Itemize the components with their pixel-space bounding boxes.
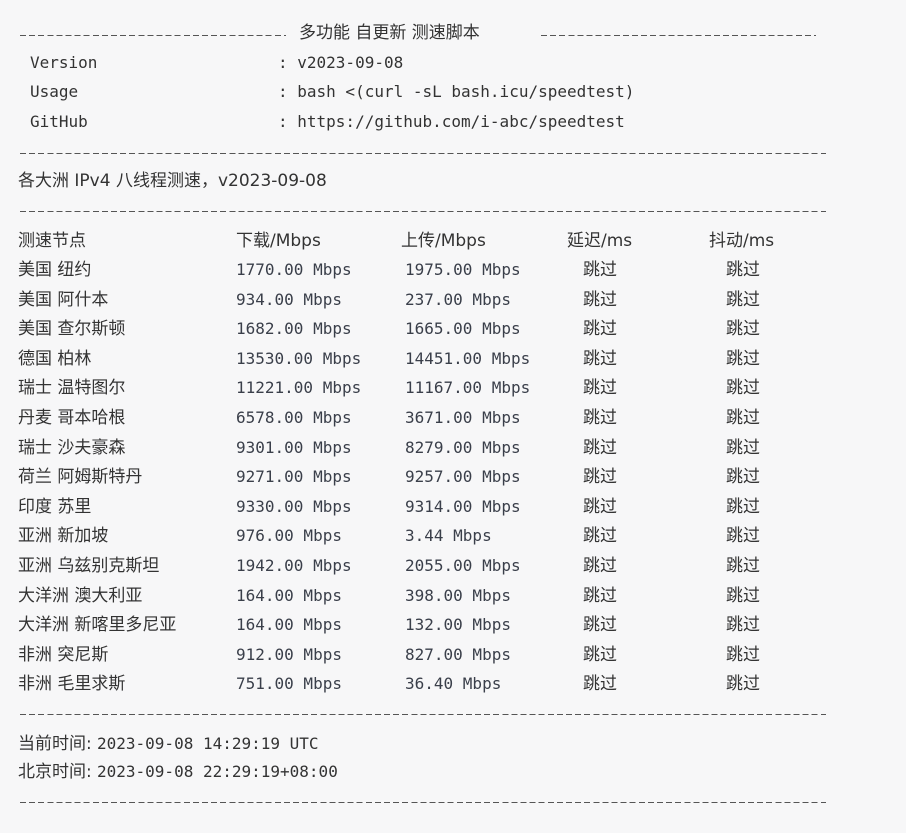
latency: 跳过 (583, 348, 617, 369)
upload-speed: 9257.00 Mbps (405, 467, 521, 487)
node-name: 印度 苏里 (18, 496, 92, 517)
upload-speed: 827.00 Mbps (405, 644, 511, 664)
test-subtitle: 各大洲 IPv4 八线程测速，v2023-09-08 (18, 171, 327, 191)
upload-speed: 237.00 Mbps (405, 289, 511, 309)
jitter: 跳过 (726, 378, 760, 399)
upload-speed: 11167.00 Mbps (405, 378, 531, 398)
jitter: 跳过 (726, 260, 760, 280)
jitter: 跳过 (726, 526, 760, 547)
download-speed: 9301.00 Mbps (236, 437, 352, 457)
upload-speed: 3671.00 Mbps (405, 408, 521, 427)
node-name: 美国 查尔斯顿 (18, 319, 126, 340)
download-speed: 912.00 Mbps (236, 644, 342, 664)
download-speed: 976.00 Mbps (236, 526, 342, 546)
latency: 跳过 (583, 408, 617, 428)
upload-speed: 3.44 Mbps (405, 526, 492, 546)
jitter: 跳过 (726, 496, 760, 517)
jitter: 跳过 (726, 674, 760, 695)
node-name: 亚洲 乌兹别克斯坦 (18, 556, 160, 576)
node-name: 大洋洲 澳大利亚 (18, 585, 143, 606)
jitter: 跳过 (726, 437, 760, 458)
node-name: 美国 纽约 (18, 260, 92, 280)
download-speed: 1682.00 Mbps (236, 319, 352, 339)
divider (20, 35, 286, 36)
download-speed: 11221.00 Mbps (236, 378, 362, 398)
divider (541, 35, 816, 36)
divider (20, 211, 826, 212)
current-time-value: 2023-09-08 14:29:19 UTC (97, 734, 319, 753)
script-title: 多功能 自更新 测速脚本 (299, 23, 480, 43)
node-name: 非洲 毛里求斯 (18, 674, 126, 695)
jitter: 跳过 (726, 556, 760, 576)
jitter: 跳过 (726, 585, 760, 606)
divider (20, 153, 826, 154)
jitter: 跳过 (726, 348, 760, 369)
column-header-download: 下载/Mbps (236, 231, 321, 251)
beijing-time-value: 2023-09-08 22:29:19+08:00 (97, 762, 338, 781)
node-name: 丹麦 哥本哈根 (18, 408, 126, 428)
jitter: 跳过 (726, 408, 760, 428)
latency: 跳过 (583, 467, 617, 488)
latency: 跳过 (583, 496, 617, 517)
info-label-github: GitHub (30, 112, 88, 131)
node-name: 美国 阿什本 (18, 289, 109, 310)
divider (20, 802, 826, 803)
latency: 跳过 (583, 260, 617, 280)
latency: 跳过 (583, 526, 617, 547)
latency: 跳过 (583, 644, 617, 665)
upload-speed: 1975.00 Mbps (405, 260, 521, 279)
info-value-github: : https://github.com/i-abc/speedtest (278, 112, 625, 131)
jitter: 跳过 (726, 319, 760, 340)
column-header-latency: 延迟/ms (567, 231, 633, 251)
info-value-version: : v2023-09-08 (278, 53, 404, 72)
upload-speed: 8279.00 Mbps (405, 437, 521, 457)
latency: 跳过 (583, 585, 617, 606)
latency: 跳过 (583, 289, 617, 310)
jitter: 跳过 (726, 615, 760, 636)
column-header-jitter: 抖动/ms (709, 231, 775, 251)
latency: 跳过 (583, 378, 617, 399)
download-speed: 6578.00 Mbps (236, 408, 352, 427)
download-speed: 13530.00 Mbps (236, 348, 362, 368)
download-speed: 1942.00 Mbps (236, 556, 352, 575)
node-name: 亚洲 新加坡 (18, 526, 109, 547)
info-value-usage: : bash <(curl -sL bash.icu/speedtest) (278, 82, 635, 101)
upload-speed: 9314.00 Mbps (405, 496, 521, 516)
beijing-time-label: 北京时间: (18, 762, 92, 782)
latency: 跳过 (583, 437, 617, 458)
upload-speed: 132.00 Mbps (405, 615, 511, 635)
download-speed: 164.00 Mbps (236, 585, 342, 605)
upload-speed: 14451.00 Mbps (405, 348, 531, 368)
download-speed: 934.00 Mbps (236, 289, 342, 309)
node-name: 大洋洲 新喀里多尼亚 (18, 615, 177, 636)
column-header-upload: 上传/Mbps (401, 231, 486, 251)
latency: 跳过 (583, 319, 617, 340)
node-name: 瑞士 沙夫豪森 (18, 437, 126, 458)
upload-speed: 1665.00 Mbps (405, 319, 521, 339)
download-speed: 9330.00 Mbps (236, 496, 352, 516)
node-name: 德国 柏林 (18, 348, 92, 369)
info-label-usage: Usage (30, 82, 79, 101)
upload-speed: 36.40 Mbps (405, 674, 502, 694)
node-name: 瑞士 温特图尔 (18, 378, 126, 399)
download-speed: 9271.00 Mbps (236, 467, 352, 487)
divider (20, 714, 826, 715)
jitter: 跳过 (726, 289, 760, 310)
latency: 跳过 (583, 615, 617, 636)
latency: 跳过 (583, 556, 617, 576)
latency: 跳过 (583, 674, 617, 695)
download-speed: 164.00 Mbps (236, 615, 342, 635)
jitter: 跳过 (726, 644, 760, 665)
download-speed: 1770.00 Mbps (236, 260, 352, 279)
column-header-node: 测速节点 (18, 231, 86, 251)
node-name: 非洲 突尼斯 (18, 644, 109, 665)
jitter: 跳过 (726, 467, 760, 488)
info-label-version: Version (30, 53, 98, 72)
upload-speed: 2055.00 Mbps (405, 556, 521, 575)
current-time-label: 当前时间: (18, 734, 92, 754)
download-speed: 751.00 Mbps (236, 674, 342, 694)
upload-speed: 398.00 Mbps (405, 585, 511, 605)
node-name: 荷兰 阿姆斯特丹 (18, 467, 143, 488)
